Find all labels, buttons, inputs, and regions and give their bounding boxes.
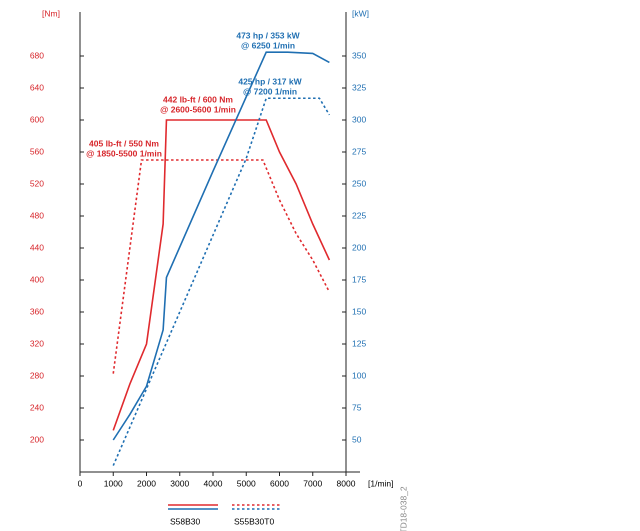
- annotation: 442 lb-ft / 600 Nm: [163, 94, 233, 104]
- annotation: @ 7200 1/min: [243, 86, 297, 96]
- annotation: @ 6250 1/min: [241, 40, 295, 50]
- legend-label: S58B30: [170, 516, 201, 526]
- line: [112, 51, 330, 441]
- x-tick-label: 8000: [337, 478, 356, 488]
- y-tick-label: 200: [30, 434, 44, 444]
- y2-tick-label: 200: [352, 242, 366, 252]
- figure-code: TD18-038_2: [398, 486, 408, 531]
- x-tick-label: 3000: [170, 478, 189, 488]
- y2-axis-label: [kW]: [352, 8, 369, 18]
- annotation: 405 lb-ft / 550 Nm: [89, 138, 159, 148]
- y2-tick-label: 100: [352, 370, 366, 380]
- x-axis-label: [1/min]: [368, 478, 394, 488]
- y2-tick-label: 125: [352, 338, 366, 348]
- x-tick-label: 0: [78, 478, 83, 488]
- annotation: 425 hp / 317 kW: [238, 76, 302, 86]
- y2-tick-label: 350: [352, 50, 366, 60]
- line: [112, 119, 331, 431]
- y-tick-label: 360: [30, 306, 44, 316]
- y-tick-label: 280: [30, 370, 44, 380]
- y2-tick-label: 325: [352, 82, 366, 92]
- x-tick-label: 7000: [303, 478, 322, 488]
- y-tick-label: 320: [30, 338, 44, 348]
- x-tick-label: 4000: [204, 478, 223, 488]
- annotation: 473 hp / 353 kW: [236, 30, 300, 40]
- y2-tick-label: 150: [352, 306, 366, 316]
- y-tick-label: 240: [30, 402, 44, 412]
- annotation: @ 1850-5500 1/min: [86, 148, 162, 158]
- y2-tick-label: 300: [352, 114, 366, 124]
- line: [112, 159, 331, 374]
- y-tick-label: 400: [30, 274, 44, 284]
- annotation: @ 2600-5600 1/min: [160, 104, 236, 114]
- y-tick-label: 440: [30, 242, 44, 252]
- legend-label: S55B30T0: [234, 516, 274, 526]
- x-tick-label: 6000: [270, 478, 289, 488]
- y-tick-label: 480: [30, 210, 44, 220]
- y-tick-label: 680: [30, 50, 44, 60]
- y2-tick-label: 75: [352, 402, 362, 412]
- y2-tick-label: 225: [352, 210, 366, 220]
- y-tick-label: 520: [30, 178, 44, 188]
- y-tick-label: 560: [30, 146, 44, 156]
- y-tick-label: 640: [30, 82, 44, 92]
- y2-tick-label: 50: [352, 434, 362, 444]
- y-axis-label: [Nm]: [42, 8, 60, 18]
- x-tick-label: 2000: [137, 478, 156, 488]
- line: [112, 97, 331, 466]
- y2-tick-label: 275: [352, 146, 366, 156]
- y2-tick-label: 175: [352, 274, 366, 284]
- y2-tick-label: 250: [352, 178, 366, 188]
- x-tick-label: 5000: [237, 478, 256, 488]
- x-tick-label: 1000: [104, 478, 123, 488]
- y-tick-label: 600: [30, 114, 44, 124]
